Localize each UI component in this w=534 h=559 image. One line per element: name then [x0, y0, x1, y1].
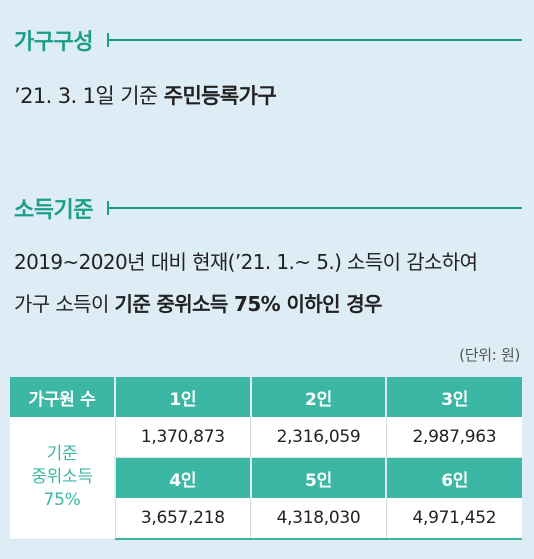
row-label-line: 기준: [46, 444, 78, 465]
row-label-median-income-75: 기준 중위소득 75%: [10, 417, 115, 540]
income-description-line-2: 가구 소득이 기준 중위소득 75% 이하인 경우: [14, 288, 382, 317]
household-section-title: 가구구성: [14, 30, 93, 55]
median-income-table: 가구원 수 1인 2인 3인 기준 중위소득 75% 1,370,873 2,3…: [10, 377, 522, 540]
row-label-line: 75%: [43, 490, 81, 511]
household-basis-text: ’21. 3. 1일 기준 주민등록가구: [14, 80, 277, 110]
desc-prefix: 가구 소득이: [14, 292, 115, 316]
header-cell-2-person: 2인: [249, 377, 387, 417]
basis-emphasis: 주민등록가구: [163, 84, 277, 108]
value-cell-4-person: 3,657,218: [114, 498, 251, 540]
value-cell-5-person: 4,318,030: [250, 498, 387, 540]
table-header-row: 4인 5인 6인: [10, 457, 522, 498]
household-size-header: 가구원 수: [10, 377, 115, 417]
section-divider: [106, 201, 522, 215]
header-cell-6-person: 6인: [385, 457, 522, 498]
income-section-header: 소득기준: [14, 192, 522, 224]
household-section-header: 가구구성: [14, 24, 522, 56]
table-row: 기준 중위소득 75% 1,370,873 2,316,059 2,987,96…: [10, 417, 522, 540]
header-cell-5-person: 5인: [249, 457, 387, 498]
row-label-line: 중위소득: [31, 467, 93, 488]
income-section-title: 소득기준: [14, 198, 93, 223]
header-cell-3-person: 3인: [385, 377, 522, 417]
desc-emphasis: 기준 중위소득 75% 이하인 경우: [114, 292, 383, 316]
header-cell-1-person: 1인: [114, 377, 251, 417]
table-row: 3,657,218 4,318,030 4,971,452: [10, 498, 522, 540]
value-cell-3-person: 2,987,963: [385, 417, 522, 458]
value-cell-2-person: 2,316,059: [250, 417, 387, 458]
section-divider: [106, 33, 522, 47]
income-description-line-1: 2019~2020년 대비 현재(’21. 1.~ 5.) 소득이 감소하여: [14, 250, 478, 274]
basis-date: ’21. 3. 1일 기준: [14, 84, 164, 108]
value-cell-6-person: 4,971,452: [385, 498, 522, 540]
table-header-row: 가구원 수 1인 2인 3인: [10, 377, 522, 417]
unit-note: (단위: 원): [459, 346, 520, 364]
header-cell-4-person: 4인: [114, 457, 251, 498]
value-cell-1-person: 1,370,873: [114, 417, 251, 458]
